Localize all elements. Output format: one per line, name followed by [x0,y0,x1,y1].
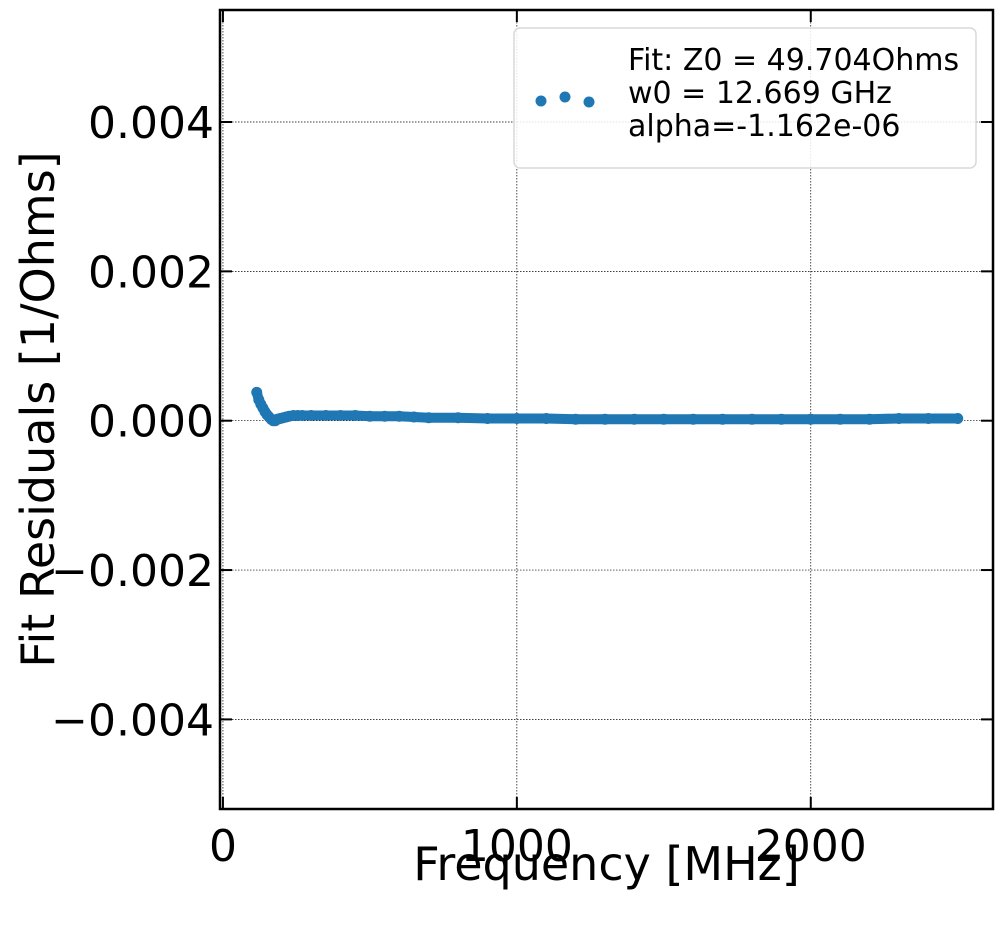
data-point [296,409,308,421]
legend-line: w0 = 12.669 GHz [628,76,892,111]
legend-entry: Fit: Z0 = 49.704Ohms w0 = 12.669 GHz alpha… [628,43,959,144]
y-axis-title: Fit Residuals [1/Ohms] [11,151,65,667]
data-point [540,412,552,424]
y-tick-label: 0.004 [88,98,214,149]
data-point [379,410,391,422]
data-point [893,412,905,424]
data-point [599,413,611,425]
legend-marker [535,91,595,108]
legend-marker-dot [535,95,547,107]
data-point [952,412,964,424]
data-point [864,413,876,425]
axis-ticks [220,10,993,809]
data-point [423,412,435,424]
data-point [408,411,420,423]
x-tick-labels: 0 1000 2000 [209,821,867,872]
x-tick-label: 1000 [461,821,573,872]
x-axis-title: Frequency [MHz] [413,837,800,891]
y-tick-label: −0.004 [51,695,214,746]
legend-marker-dot [583,96,595,108]
plot-frame [218,8,995,811]
legend-line: alpha=-1.162e-06 [628,109,900,144]
y-tick-label: 0.002 [88,247,214,298]
data-point [746,413,758,425]
legend-line: Fit: Z0 = 49.704Ohms [628,43,959,78]
data-point [452,412,464,424]
legend: Fit: Z0 = 49.704Ohms w0 = 12.669 GHz alpha… [513,27,977,169]
data-point [687,413,699,425]
data-point [628,413,640,425]
legend-marker-dot [559,91,571,103]
x-tick-label: 0 [209,821,237,872]
data-point [320,409,332,421]
y-tick-label: −0.002 [51,546,214,597]
data-point [805,413,817,425]
data-point [349,409,361,421]
data-point [775,413,787,425]
data-point [393,410,405,422]
x-tick-label: 2000 [755,821,867,872]
data-point [511,412,523,424]
y-tick-labels: 0.004 0.002 0.000 −0.002 −0.004 [51,98,214,746]
data-points [251,386,964,427]
data-point [658,413,670,425]
y-tick-label: 0.000 [88,397,214,448]
data-point [305,409,317,421]
data-point [570,413,582,425]
data-point [481,412,493,424]
data-point [335,409,347,421]
data-point [717,413,729,425]
data-point [364,410,376,422]
data-point [922,412,934,424]
data-point [834,413,846,425]
legend-box [513,27,977,169]
